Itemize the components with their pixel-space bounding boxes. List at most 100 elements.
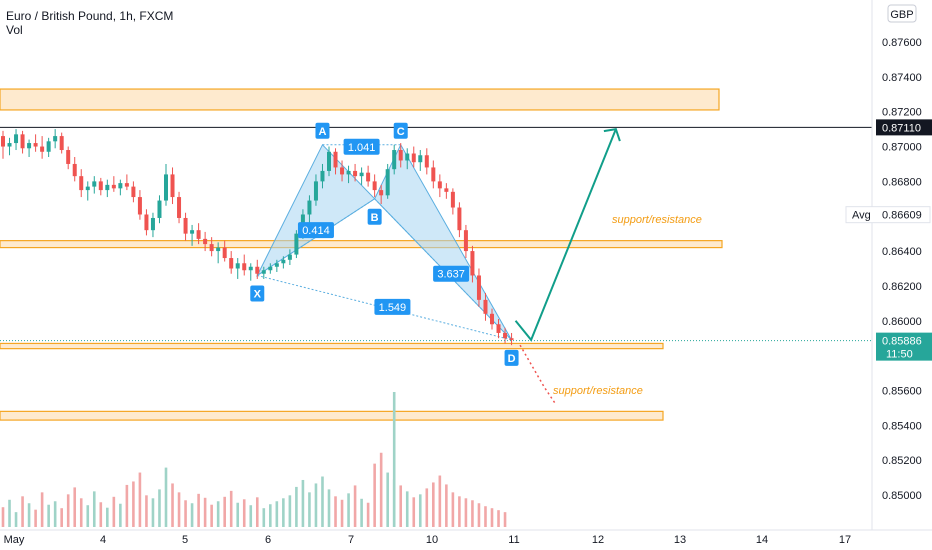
volume-bar: [301, 479, 305, 527]
volume-bar: [399, 485, 403, 527]
volume-bar: [490, 508, 494, 527]
candle-body: [340, 167, 345, 175]
volume-bar: [203, 497, 207, 527]
candle-body: [20, 134, 25, 149]
candle-body: [490, 313, 494, 325]
volume-bar: [464, 498, 468, 527]
candle-body: [229, 258, 234, 269]
candle-body: [1, 136, 5, 147]
pattern-ratio-line: [374, 198, 512, 341]
candle-body: [203, 238, 208, 245]
currency-badge[interactable]: [887, 4, 917, 23]
ratio-label-box: [297, 222, 334, 239]
volume-bar: [73, 487, 77, 527]
volume-bar: [445, 484, 448, 527]
candle-body: [46, 141, 51, 152]
volume-bar: [386, 472, 389, 527]
candle-body: [353, 170, 358, 177]
price-tick-label: 0.86400: [882, 246, 922, 258]
candle-body: [248, 266, 253, 271]
candle-body: [398, 150, 403, 161]
candle-body: [359, 172, 364, 177]
price-tick-label: 0.87000: [882, 142, 922, 154]
price-tick-label: 0.86800: [882, 176, 922, 188]
candle-body: [470, 251, 475, 276]
support-resistance-zone[interactable]: [0, 240, 723, 249]
price-tick-label: 0.87400: [882, 72, 922, 84]
volume-bar: [151, 498, 155, 527]
currency-badge-text: GBP: [890, 9, 913, 21]
projection-path[interactable]: [514, 128, 617, 342]
pattern-point-box[interactable]: [250, 285, 265, 302]
support-resistance-zone[interactable]: [0, 88, 720, 111]
pattern-point-label: B: [371, 212, 379, 224]
volume-bar: [171, 483, 174, 527]
pattern-point-box[interactable]: [504, 349, 519, 366]
volume-bar: [418, 494, 422, 527]
candle-body: [242, 263, 247, 271]
last-price-value: 0.85886: [882, 336, 922, 348]
volume-bar: [471, 500, 474, 527]
candle-body: [372, 181, 377, 191]
candle-body: [320, 170, 325, 182]
candle-body: [216, 247, 221, 252]
price-tick-label: 0.85200: [882, 455, 922, 467]
candle-body: [385, 169, 390, 196]
volume-bar: [197, 493, 200, 527]
candle-body: [503, 332, 508, 339]
volume-bar: [321, 476, 324, 527]
candle-body: [222, 247, 227, 259]
candle-body: [379, 190, 384, 196]
volume-bar: [262, 508, 266, 527]
volume-bar: [503, 512, 507, 527]
time-tick-label: 13: [674, 534, 686, 546]
time-tick-label: May: [4, 534, 25, 546]
volume-bar: [216, 501, 220, 527]
volume-bar: [242, 499, 246, 527]
pattern-point-box[interactable]: [393, 122, 408, 139]
support-resistance-zone[interactable]: [0, 342, 664, 350]
candle-body: [177, 197, 182, 218]
volume-bar: [145, 495, 148, 527]
volume-bar: [353, 485, 357, 527]
avg-tag-value: 0.86609: [882, 210, 922, 222]
volume-bar: [34, 509, 37, 527]
candle-body: [431, 167, 436, 182]
resistance-price-tag: [876, 119, 932, 136]
volume-bar: [14, 512, 18, 527]
volume-bar: [425, 488, 429, 527]
volume-bar: [92, 491, 96, 527]
volume-bar: [112, 496, 116, 527]
candle-body: [27, 143, 32, 149]
zone-label: support/resistance: [553, 385, 643, 397]
candle-body: [111, 184, 116, 189]
candle-body: [261, 270, 266, 274]
pattern-point-box[interactable]: [315, 122, 330, 139]
volume-bar: [47, 504, 50, 527]
candle-body: [137, 197, 142, 215]
xab-triangle[interactable]: [256, 143, 376, 277]
volume-bar: [158, 489, 161, 527]
bearish-alt-path: [519, 344, 556, 404]
price-tick-label: 0.85400: [882, 420, 922, 432]
volume-bar: [132, 481, 135, 527]
volume-bar: [223, 496, 226, 527]
ratio-label-box: [343, 138, 380, 155]
time-tick-label: 4: [100, 534, 106, 546]
candle-body: [170, 174, 175, 198]
time-tick-label: 7: [348, 534, 354, 546]
support-resistance-zone[interactable]: [0, 410, 664, 421]
volume-bar: [79, 498, 83, 527]
pattern-point-box[interactable]: [367, 208, 382, 225]
price-tick-label: 0.85000: [882, 490, 922, 502]
volume-bar: [229, 490, 233, 527]
volume-indicator-label[interactable]: Vol: [6, 23, 23, 37]
volume-bar: [347, 493, 350, 527]
volume-bar: [255, 497, 259, 527]
volume-bar: [8, 499, 11, 527]
candle-body: [72, 163, 77, 177]
volume-bar: [497, 510, 500, 527]
volume-bar: [412, 497, 416, 527]
candle-body: [33, 143, 38, 147]
